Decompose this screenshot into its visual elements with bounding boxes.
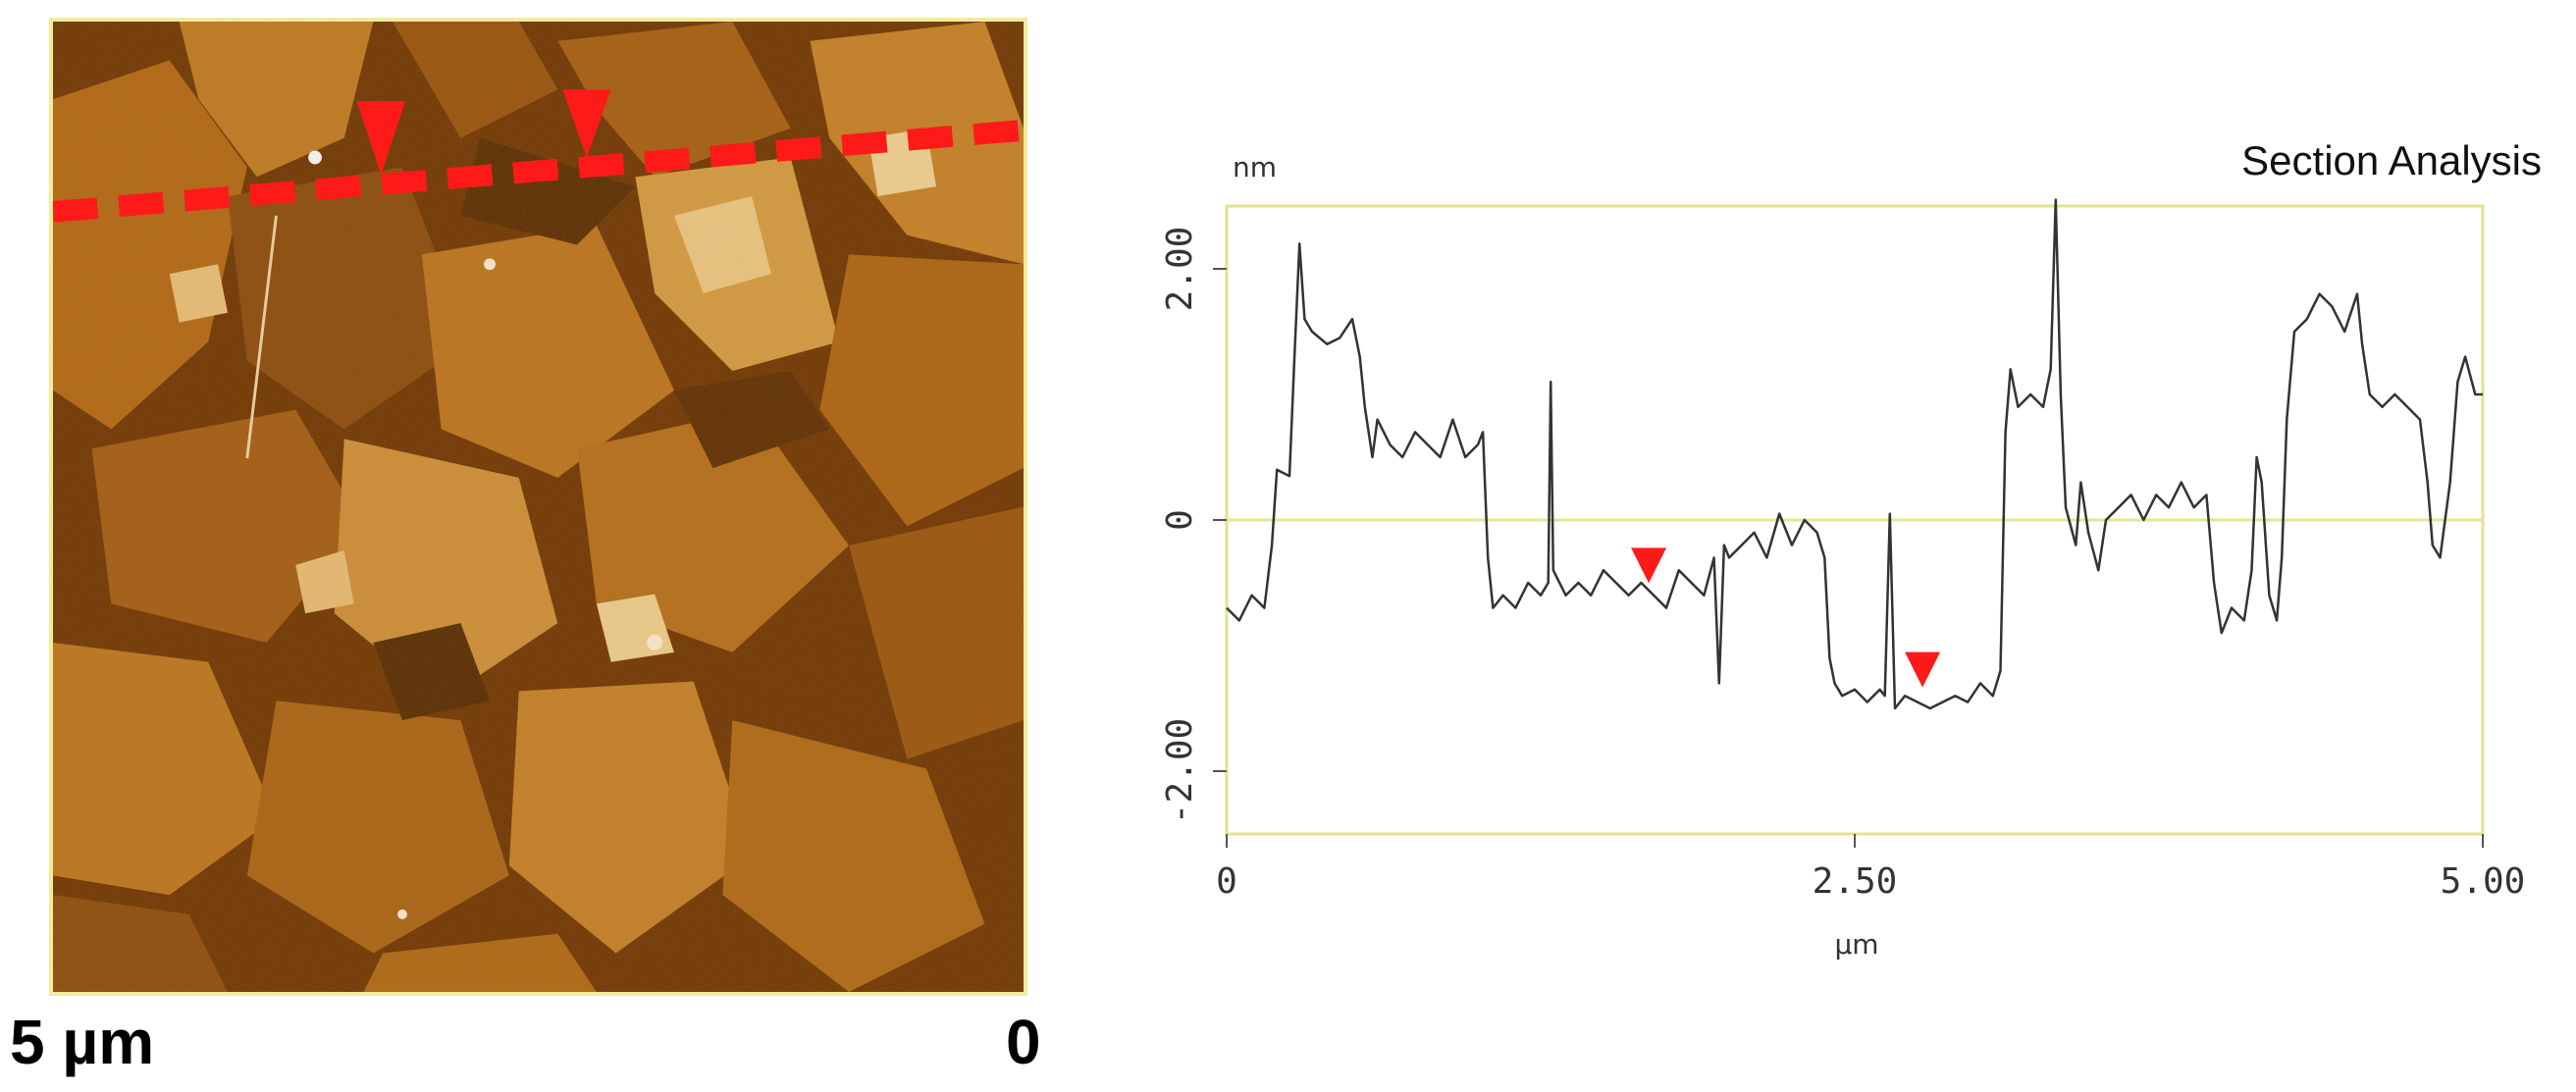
section-analysis-panel: Section Analysis nm µm 2.00 0 -2.00 0 2.50 5… bbox=[1129, 0, 2576, 1092]
section-line bbox=[53, 119, 1024, 223]
scale-label-right: 0 bbox=[1006, 1007, 1041, 1077]
height-profile-line bbox=[1226, 198, 2483, 710]
y-tick-label: -2.00 bbox=[1160, 718, 1200, 824]
section-marker bbox=[1631, 547, 1667, 584]
afm-image-panel: 5 µm 0 bbox=[0, 0, 1050, 1092]
section-marker-left bbox=[356, 101, 406, 176]
scale-label-left: 5 µm bbox=[10, 1007, 155, 1077]
y-tick-label: 2.00 bbox=[1160, 227, 1200, 312]
x-axis-unit: µm bbox=[1834, 928, 1878, 961]
y-tick-label: 0 bbox=[1160, 509, 1200, 531]
x-tick-label: 2.50 bbox=[1813, 861, 1898, 902]
section-marker bbox=[1905, 651, 1941, 688]
afm-height-map bbox=[49, 18, 1027, 996]
section-profile-chart: Section Analysis nm µm 2.00 0 -2.00 0 2.50 5… bbox=[1160, 137, 2542, 961]
chart-title: Section Analysis bbox=[2241, 137, 2542, 183]
afm-topography-image bbox=[53, 22, 1024, 992]
section-marker-right bbox=[562, 89, 611, 158]
x-tick-label: 5.00 bbox=[2441, 861, 2526, 902]
x-tick-label: 0 bbox=[1216, 861, 1237, 902]
y-axis-unit: nm bbox=[1233, 151, 1277, 183]
